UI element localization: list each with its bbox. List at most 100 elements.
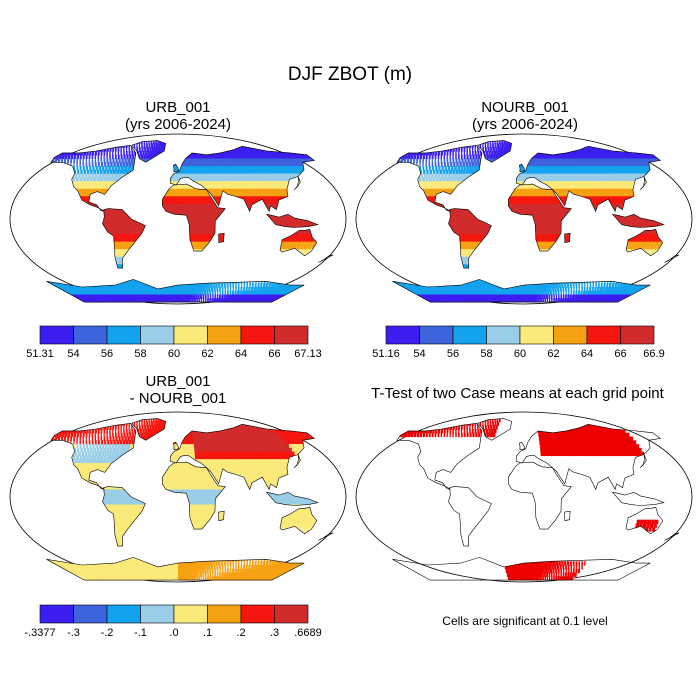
coastline-madagascar — [564, 510, 571, 521]
coastline-north-america — [50, 422, 137, 490]
colorbar-swatch — [519, 325, 554, 345]
colorbar-tick-label: -.3377 — [24, 627, 55, 639]
colorbar-tick-label: 64 — [235, 348, 247, 360]
coastline-greenland — [131, 418, 167, 441]
coastline-indonesia — [265, 213, 319, 228]
colorbar-tick-label: 54 — [67, 348, 79, 360]
coastline-greenland — [131, 140, 167, 163]
colorbar-tick-label: 64 — [581, 348, 593, 360]
colorbar-panel3: -.3377 -.3 -.2 -.1 .0 .1 .2 .3 .6689 — [24, 604, 322, 639]
colorbar-tick-label: 66 — [614, 348, 626, 360]
globe-outline — [355, 411, 693, 583]
coastline-uk — [518, 163, 526, 173]
colorbar-swatch — [385, 325, 420, 345]
colorbar-tick-label: 66 — [268, 348, 280, 360]
colorbar-swatch — [620, 325, 655, 345]
coastline-antarctica — [46, 557, 305, 581]
panel1-title-line1: URB_001 — [145, 99, 211, 116]
panel2-title: NOURB_001 (yrs 2006-2024) — [375, 99, 675, 133]
colorbar-tick-label: 67.13 — [294, 348, 322, 360]
coastline-greenland — [477, 418, 513, 441]
colorbar-tick-label: 62 — [201, 348, 213, 360]
colorbar-tick-label: -.2 — [101, 627, 114, 639]
panel3-title-line2: - NOURB_001 — [129, 390, 227, 407]
coastline-japan — [293, 176, 301, 190]
colorbar-swatch — [274, 325, 309, 345]
panel3-title: URB_001 - NOURB_001 — [28, 373, 328, 407]
colorbar-tick-label: 51.16 — [372, 348, 400, 360]
panel2-title-line1: NOURB_001 — [481, 99, 569, 116]
colorbar-swatch — [586, 325, 621, 345]
colorbar-swatch — [486, 325, 521, 345]
colorbar-swatch — [39, 604, 74, 624]
colorbar-swatch — [140, 604, 175, 624]
colorbar-swatch — [173, 325, 208, 345]
colorbar-tick-label: .2 — [236, 627, 245, 639]
coastline-south-america — [448, 486, 492, 547]
coastline-africa — [161, 183, 226, 252]
panel2-title-line2: (yrs 2006-2024) — [472, 116, 578, 133]
coastline-australia — [625, 507, 664, 535]
figure-title: DJF ZBOT (m) — [287, 64, 413, 85]
coastline-new-zealand — [664, 532, 680, 541]
panel1-title: URB_001 (yrs 2006-2024) — [28, 99, 328, 133]
coastline-north-america — [50, 144, 137, 212]
coastline-australia — [279, 507, 318, 535]
colorbar-swatch — [240, 325, 275, 345]
colorbar-swatch — [274, 604, 309, 624]
coastline-madagascar — [218, 510, 225, 521]
colorbar-tick-label: .0 — [169, 627, 178, 639]
colorbar-tick-label: 62 — [547, 348, 559, 360]
coastline-south-america — [102, 486, 146, 547]
coastline-africa — [161, 461, 226, 530]
colorbar-swatch — [140, 325, 175, 345]
colorbar-tick-label: 56 — [447, 348, 459, 360]
colorbar-swatch — [240, 604, 275, 624]
colorbar-panel2: 51.16 54 56 58 60 62 64 66 66.9 — [372, 325, 665, 360]
map-panel3 — [9, 411, 347, 583]
coastline-north-america — [396, 422, 483, 490]
colorbar-tick-label: -.3 — [67, 627, 80, 639]
colorbar-swatch — [207, 325, 242, 345]
coastline-eurasia — [515, 145, 662, 213]
coastline-africa — [507, 183, 572, 252]
coastline-africa — [507, 461, 572, 530]
colorbar-tick-label: 58 — [134, 348, 146, 360]
colorbar-swatch — [106, 325, 141, 345]
coastline-uk — [518, 441, 526, 451]
coastline-uk — [172, 441, 180, 451]
colorbar-tick-label: 60 — [514, 348, 526, 360]
map-panel1 — [9, 133, 347, 305]
coastline-new-zealand — [318, 254, 334, 263]
panel3-title-line1: URB_001 — [145, 373, 211, 390]
colorbar-swatch — [452, 325, 487, 345]
colorbar-swatch — [173, 604, 208, 624]
colorbar-tick-label: 66.9 — [643, 348, 664, 360]
coastline-antarctica — [392, 279, 651, 303]
colorbar-tick-label: 60 — [168, 348, 180, 360]
coastline-antarctica — [392, 557, 651, 581]
coastline-madagascar — [564, 232, 571, 243]
map-panel2 — [355, 133, 693, 305]
colorbar-tick-label: 56 — [101, 348, 113, 360]
coastline-greenland — [477, 140, 513, 163]
coastline-antarctica — [46, 279, 305, 303]
coastline-japan — [639, 454, 647, 468]
coastline-indonesia — [265, 491, 319, 506]
colorbar-tick-label: .1 — [203, 627, 212, 639]
coastline-indonesia — [611, 491, 665, 506]
colorbar-tick-label: -.1 — [134, 627, 147, 639]
coastline-south-america — [448, 208, 492, 269]
colorbar-tick-label: .3 — [270, 627, 279, 639]
coastline-new-zealand — [664, 254, 680, 263]
colorbar-swatch — [553, 325, 588, 345]
coastline-australia — [279, 229, 318, 257]
colorbar-swatch — [73, 325, 108, 345]
colorbar-swatch — [207, 604, 242, 624]
colorbar-tick-label: .6689 — [294, 627, 322, 639]
panel4-title: T-Test of two Case means at each grid po… — [371, 385, 664, 402]
coastline-japan — [293, 454, 301, 468]
significance-note: Cells are significant at 0.1 level — [442, 614, 608, 628]
coastline-south-america — [102, 208, 146, 269]
coastline-eurasia — [169, 145, 316, 213]
